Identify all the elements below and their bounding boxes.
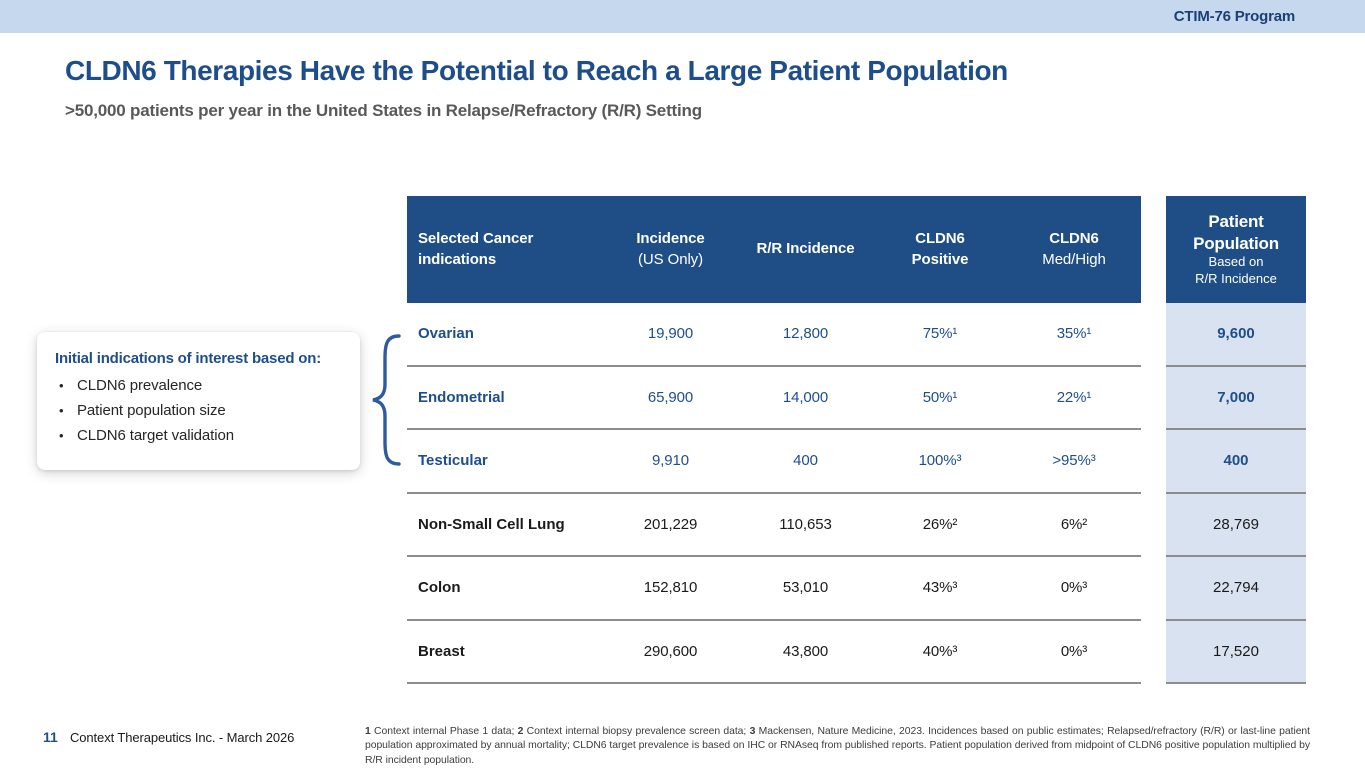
cell-population-breast: 17,520	[1166, 620, 1306, 684]
slide-subtitle: >50,000 patients per year in the United …	[65, 101, 702, 120]
pp-header-subtitle: R/R Incidence	[1195, 270, 1277, 286]
cell-population-endometrial: 7,000	[1166, 366, 1306, 430]
page-number: 11	[43, 729, 58, 745]
footnotes: 1 Context internal Phase 1 data; 2 Conte…	[365, 725, 1310, 768]
cell-rr-incidence: 43,800	[782, 642, 829, 660]
footnote-text: Mackensen, Nature Medicine, 2023. Incide…	[365, 726, 1311, 766]
callout-title: Initial indications of interest based on…	[55, 350, 321, 367]
callout-bullet: • CLDN6 prevalence	[55, 377, 344, 394]
callout-bullet: • CLDN6 target validation	[55, 427, 344, 444]
cell-incidence: 65,900	[647, 388, 694, 406]
callout-bullet-label: CLDN6 target validation	[77, 427, 234, 444]
program-badge: CTIM-76 Program	[1173, 8, 1295, 25]
cell-cldn6-medhigh: 0%³	[1060, 642, 1088, 660]
col-header-text: (US Only)	[638, 250, 703, 268]
footnote-marker: 2	[517, 726, 524, 737]
cell-incidence: 9,910	[651, 452, 690, 470]
table-row-nsclc: Non-Small Cell Lung 201,229 110,653 26%²…	[407, 494, 1141, 557]
cell-indication: Non-Small Cell Lung	[418, 515, 565, 533]
table-row-testicular: Testicular 9,910 400 100%³ >95%³	[407, 430, 1141, 494]
cell-incidence: 290,600	[643, 642, 698, 660]
slide-title: CLDN6 Therapies Have the Potential to Re…	[65, 55, 1008, 86]
cell-cldn6-positive: 40%³	[922, 642, 958, 660]
cell-population-testicular: 400	[1166, 430, 1306, 494]
cell-rr-incidence: 110,653	[779, 515, 832, 533]
cell-cldn6-medhigh: 22%¹	[1056, 388, 1092, 406]
cell-cldn6-medhigh: 6%²	[1060, 515, 1088, 533]
bullet-icon: •	[59, 378, 64, 393]
col-header-text: Selected Cancer	[418, 230, 534, 248]
pp-header-title: Patient	[1208, 212, 1264, 232]
callout-bullet-list: • CLDN6 prevalence • Patient population …	[55, 377, 344, 444]
cell-cldn6-positive: 100%³	[918, 452, 962, 470]
col-header-rr-incidence: R/R Incidence	[738, 239, 873, 259]
footnote-text: Context internal Phase 1 data;	[370, 726, 518, 737]
patient-population-column: Patient Population Based on R/R Incidenc…	[1166, 196, 1306, 684]
footnote-marker: 3	[749, 726, 756, 737]
table-header-row: Selected Cancer indications Incidence (U…	[407, 196, 1141, 303]
cell-indication: Colon	[418, 579, 461, 597]
brace-icon	[372, 334, 401, 466]
col-header-incidence: Incidence (US Only)	[603, 229, 738, 270]
col-header-text: R/R Incidence	[756, 240, 855, 258]
table-row-endometrial: Endometrial 65,900 14,000 50%¹ 22%¹	[407, 367, 1141, 430]
table-row-colon: Colon 152,810 53,010 43%³ 0%³	[407, 557, 1141, 621]
cell-indication: Endometrial	[418, 388, 505, 406]
col-header-text: Incidence	[636, 230, 705, 248]
col-header-text: indications	[418, 250, 497, 268]
callout-box: Initial indications of interest based on…	[37, 332, 360, 470]
callout-bullet-label: CLDN6 prevalence	[77, 377, 203, 394]
cell-indication: Ovarian	[418, 325, 474, 343]
cell-cldn6-positive: 75%¹	[922, 325, 958, 343]
table-row-breast: Breast 290,600 43,800 40%³ 0%³	[407, 621, 1141, 684]
cell-incidence: 152,810	[643, 579, 698, 597]
cell-cldn6-medhigh: >95%³	[1052, 452, 1096, 470]
col-header-text: CLDN6	[1049, 230, 1099, 248]
cell-cldn6-medhigh: 35%¹	[1056, 325, 1092, 343]
cell-population-colon: 22,794	[1166, 557, 1306, 621]
callout-bullet: • Patient population size	[55, 402, 344, 419]
top-bar: CTIM-76 Program	[0, 0, 1365, 33]
col-header-text: Med/High	[1042, 250, 1106, 268]
callout-bullet-label: Patient population size	[77, 402, 226, 419]
cell-cldn6-positive: 26%²	[922, 515, 958, 533]
cell-incidence: 19,900	[647, 325, 694, 343]
cell-incidence: 201,229	[643, 515, 698, 533]
bullet-icon: •	[59, 403, 64, 418]
indications-table: Selected Cancer indications Incidence (U…	[407, 196, 1141, 684]
table-row-ovarian: Ovarian 19,900 12,800 75%¹ 35%¹	[407, 303, 1141, 367]
col-header-text: Positive	[911, 250, 969, 268]
cell-rr-incidence: 400	[793, 452, 818, 470]
company-footer: Context Therapeutics Inc. - March 2026	[70, 730, 295, 745]
cell-population-nsclc: 28,769	[1166, 493, 1306, 557]
patient-population-header: Patient Population Based on R/R Incidenc…	[1166, 196, 1306, 303]
cell-rr-incidence: 12,800	[782, 325, 829, 343]
footnote-text: Context internal biopsy prevalence scree…	[523, 726, 750, 737]
cell-indication: Testicular	[418, 452, 488, 470]
col-header-indication: Selected Cancer indications	[407, 229, 603, 270]
cell-cldn6-medhigh: 0%³	[1060, 579, 1088, 597]
cell-rr-incidence: 53,010	[782, 579, 829, 597]
cell-population-ovarian: 9,600	[1166, 303, 1306, 367]
cell-cldn6-positive: 50%¹	[922, 388, 958, 406]
cell-indication: Breast	[418, 642, 465, 660]
bullet-icon: •	[59, 428, 64, 443]
pp-header-subtitle: Based on	[1208, 253, 1264, 269]
col-header-cldn6-medhigh: CLDN6 Med/High	[1007, 229, 1141, 270]
col-header-text: CLDN6	[915, 230, 965, 248]
pp-header-title: Population	[1193, 233, 1279, 253]
col-header-cldn6-positive: CLDN6 Positive	[873, 229, 1007, 270]
footnote-marker: 1	[365, 726, 371, 737]
cell-rr-incidence: 14,000	[782, 388, 829, 406]
cell-cldn6-positive: 43%³	[922, 579, 958, 597]
